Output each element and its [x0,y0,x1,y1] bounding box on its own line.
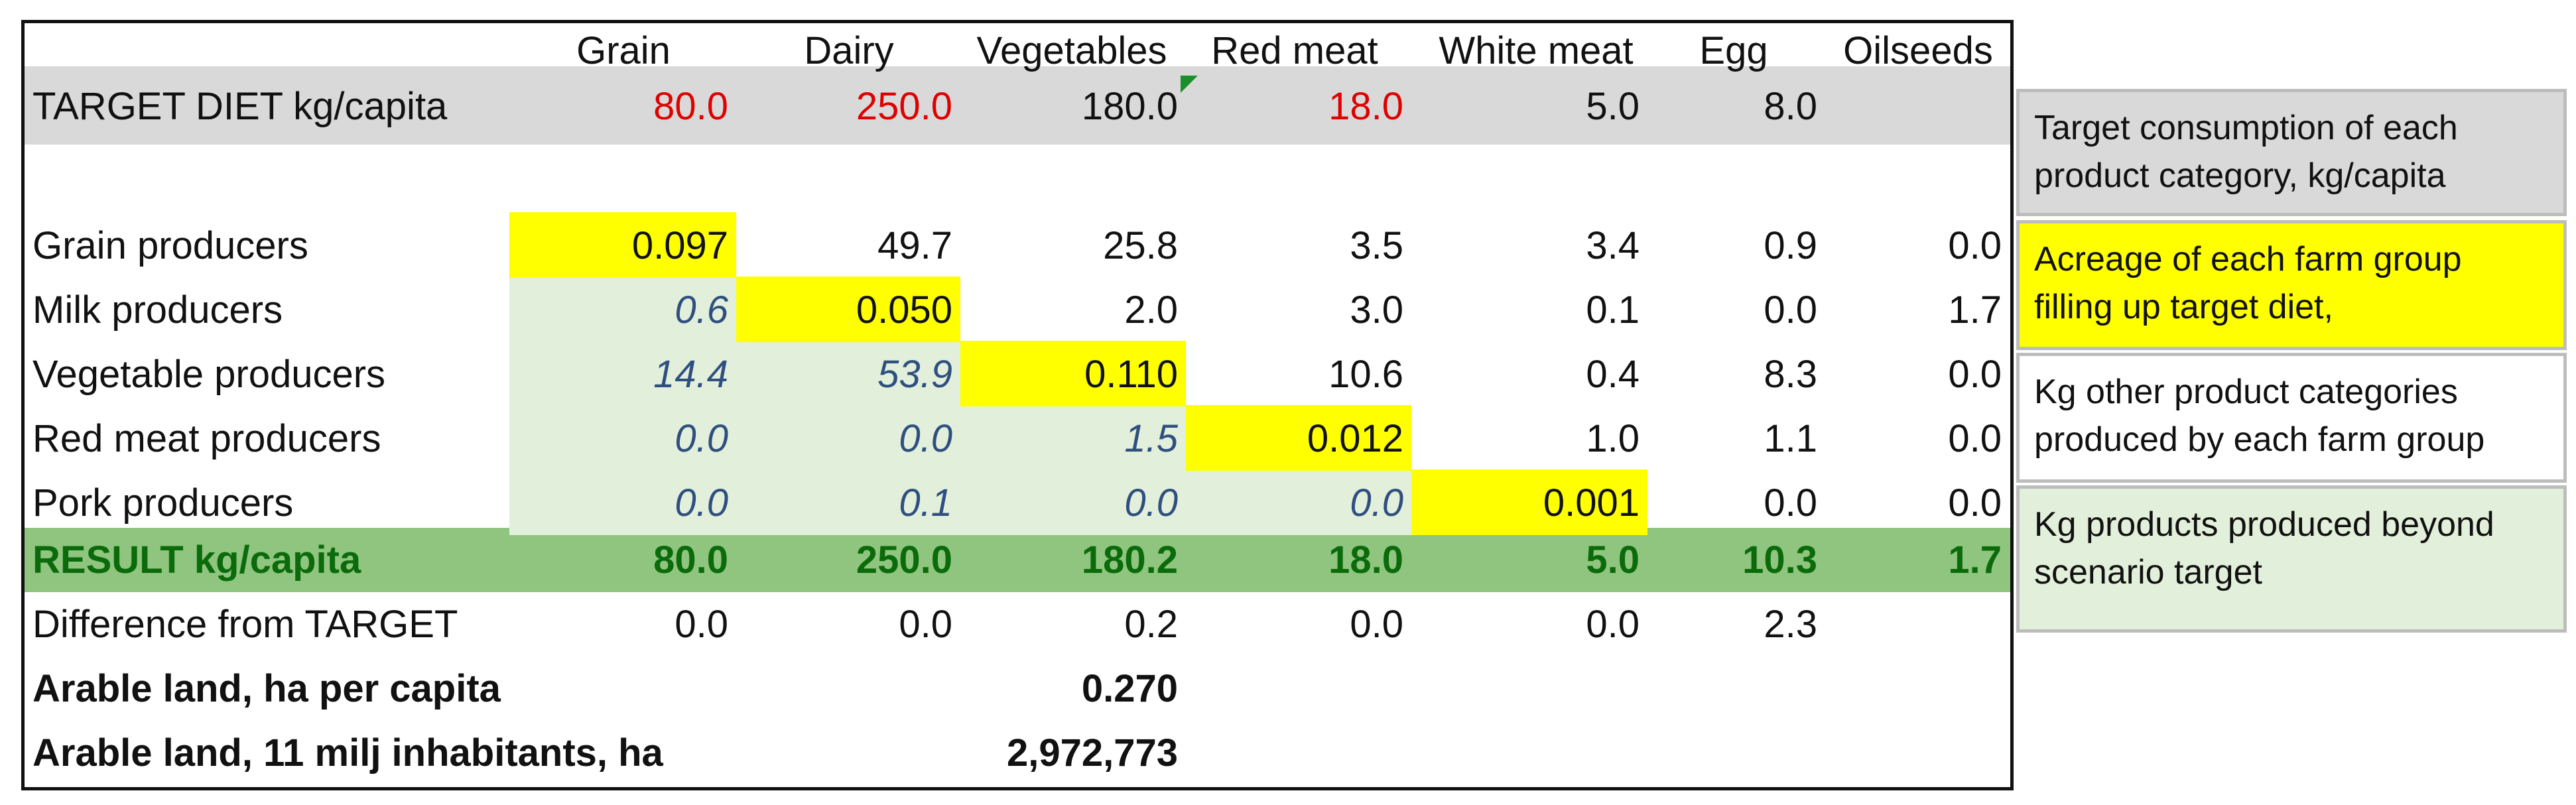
producer-label[interactable]: Vegetable producers [32,353,386,396]
surplus-cell-fill [736,471,960,535]
acreage-value[interactable]: 0.110 [1084,353,1178,396]
acreage-cell-fill [1186,405,1411,471]
result-value[interactable]: 10.3 [1742,538,1817,582]
production-value[interactable]: 3.5 [1350,224,1403,267]
production-value[interactable]: 1.7 [1948,288,2002,332]
production-value[interactable]: 0.1 [1586,288,1640,332]
production-value[interactable]: 0.4 [1586,353,1640,396]
acreage-cell-fill [960,341,1186,406]
table-border [21,20,2014,790]
difference-value[interactable]: 2.3 [1764,603,1817,646]
result-row-band [25,528,2010,592]
surplus-cell-fill [736,406,960,471]
producer-label[interactable]: Red meat producers [32,417,381,460]
arable-total-label[interactable]: Arable land, 11 milj inhabitants, ha [32,731,663,774]
result-value[interactable]: 80.0 [653,538,728,582]
arable-per-capita-value[interactable]: 0.270 [1081,667,1178,710]
result-value[interactable]: 18.0 [1328,538,1403,582]
surplus-cell-fill [509,342,736,406]
production-value[interactable]: 3.4 [1586,224,1640,267]
production-value[interactable]: 3.0 [1350,288,1403,332]
target-row-band [25,66,2010,145]
production-value[interactable]: 0.0 [1948,417,2002,460]
surplus-cell-fill [736,342,960,406]
production-value[interactable]: 10.6 [1328,353,1403,396]
result-value[interactable]: 250.0 [856,538,952,582]
production-value[interactable]: 25.8 [1103,224,1178,267]
result-value[interactable]: 1.7 [1948,538,2002,582]
column-header[interactable]: Oilseeds [1843,29,1993,72]
difference-value[interactable]: 0.0 [1350,603,1403,646]
production-value[interactable]: 0.0 [899,417,952,460]
production-value[interactable]: 0.6 [675,288,728,332]
surplus-cell-fill [960,471,1186,535]
arable-per-capita-label[interactable]: Arable land, ha per capita [32,667,501,710]
acreage-cell-fill [509,212,736,278]
difference-value[interactable]: 0.0 [675,603,728,646]
production-value[interactable]: 14.4 [653,353,728,396]
column-header[interactable]: White meat [1439,29,1634,72]
difference-label[interactable]: Difference from TARGET [32,603,458,646]
production-value[interactable]: 0.0 [1948,353,2002,396]
column-header[interactable]: Dairy [804,29,894,72]
acreage-value[interactable]: 0.050 [856,288,952,332]
target-value[interactable]: 250.0 [856,85,952,128]
comment-indicator-icon[interactable] [1181,76,1198,93]
legend-acreage: Acreage of each farm group filling up ta… [2016,220,2567,350]
column-header[interactable]: Egg [1699,29,1768,72]
surplus-cell-fill [509,471,736,535]
difference-value[interactable]: 0.0 [1586,603,1640,646]
difference-value[interactable]: 0.2 [1124,603,1178,646]
target-value[interactable]: 180.0 [1081,85,1178,128]
production-value[interactable]: 49.7 [877,224,952,267]
production-value[interactable]: 0.0 [1948,481,2002,525]
surplus-cell-fill [509,406,736,471]
production-value[interactable]: 1.0 [1586,417,1640,460]
production-value[interactable]: 0.1 [899,481,952,525]
legend-other-products: Kg other product categories produced by … [2016,353,2567,483]
result-value[interactable]: 5.0 [1586,538,1640,582]
production-value[interactable]: 2.0 [1124,288,1178,332]
production-value[interactable]: 0.0 [1124,481,1178,525]
producer-label[interactable]: Grain producers [32,224,308,267]
acreage-value[interactable]: 0.001 [1543,481,1640,525]
result-label[interactable]: RESULT kg/capita [32,538,361,582]
producer-label[interactable]: Milk producers [32,288,283,332]
target-value[interactable]: 18.0 [1328,85,1403,128]
acreage-value[interactable]: 0.097 [631,224,728,267]
acreage-cell-fill [1411,469,1647,535]
production-value[interactable]: 0.9 [1764,224,1817,267]
production-value[interactable]: 1.1 [1764,417,1817,460]
production-value[interactable]: 0.0 [1948,224,2002,267]
acreage-value[interactable]: 0.012 [1307,417,1403,460]
column-header[interactable]: Red meat [1211,29,1378,72]
acreage-cell-fill [736,277,960,342]
target-value[interactable]: 5.0 [1586,85,1640,128]
production-value[interactable]: 0.0 [1350,481,1403,525]
production-value[interactable]: 1.5 [1124,417,1178,460]
legend-surplus: Kg products produced beyond scenario tar… [2016,485,2567,633]
target-value[interactable]: 80.0 [653,85,728,128]
production-value[interactable]: 0.0 [1764,288,1817,332]
production-value[interactable]: 0.0 [675,481,728,525]
difference-value[interactable]: 0.0 [899,603,952,646]
target-label[interactable]: TARGET DIET kg/capita [32,85,448,128]
column-header[interactable]: Grain [576,29,671,72]
production-value[interactable]: 53.9 [877,353,952,396]
column-header[interactable]: Vegetables [976,29,1167,72]
surplus-cell-fill [509,278,736,342]
production-value[interactable]: 0.0 [1764,481,1817,525]
arable-total-value[interactable]: 2,972,773 [1006,731,1178,774]
target-value[interactable]: 8.0 [1764,85,1817,128]
surplus-cell-fill [1186,471,1411,535]
result-value[interactable]: 180.2 [1081,538,1178,582]
legend-target: Target consumption of each product categ… [2016,89,2567,216]
surplus-cell-fill [960,406,1186,471]
production-value[interactable]: 0.0 [675,417,728,460]
production-value[interactable]: 8.3 [1764,353,1817,396]
producer-label[interactable]: Pork producers [32,481,294,525]
